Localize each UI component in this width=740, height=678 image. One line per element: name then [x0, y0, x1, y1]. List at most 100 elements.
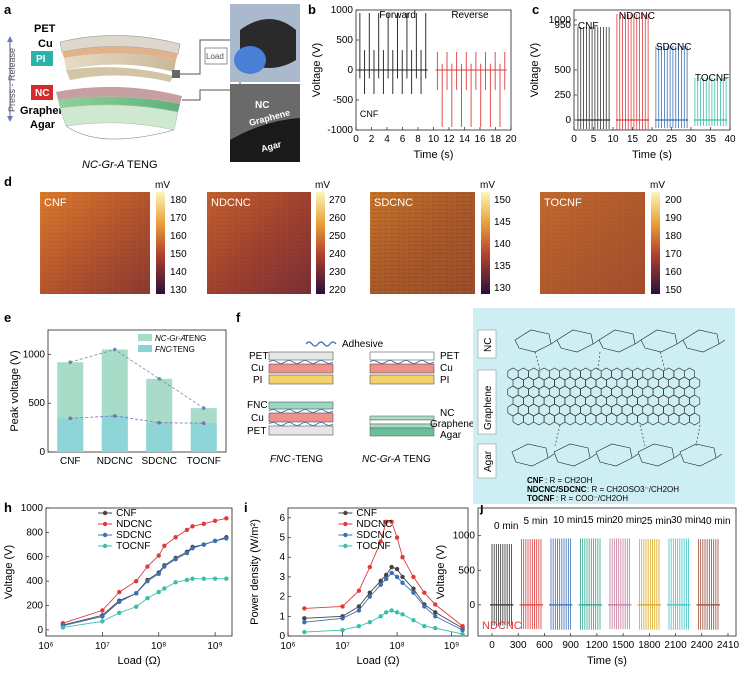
series-cnf-point	[378, 578, 383, 584]
panel-letter-c: c	[532, 2, 539, 17]
device-illustration: Load	[56, 35, 241, 140]
load-label: Load	[206, 52, 224, 61]
tick-cnf-3: 150	[170, 249, 187, 260]
x-tick-label: 10	[428, 134, 440, 145]
y-tick-label: 0	[469, 600, 475, 611]
chart-i: Load (Ω) Power density (W/m²) 10⁶ 10⁷ 10⁸ 10⁹…	[249, 507, 469, 667]
series-sdcnc-point	[173, 557, 178, 562]
trend-ncgra-point	[201, 406, 206, 410]
x-tick-label: 0	[489, 640, 495, 651]
x-axis-label: Time (s)	[632, 149, 672, 161]
plot-frame	[45, 507, 233, 637]
series-sdcnc-point	[367, 594, 373, 599]
series-tocnf-point	[201, 576, 207, 581]
series-ndcnc-point	[173, 535, 178, 540]
x-axis-label: Load (Ω)	[356, 655, 399, 667]
tick-tocnf-1: 190	[665, 213, 682, 224]
unit-tocnf: mV	[650, 180, 665, 191]
x-tick-label: 1200	[586, 640, 609, 651]
x-tick-label: 0	[353, 134, 359, 145]
chart-e: Peak voltage (V) 1000 500 0 CNF NDCNC SDCNC TOC…	[9, 329, 227, 467]
y-tick-label: 250	[554, 90, 571, 101]
annotation-reverse: Reverse	[451, 10, 489, 21]
chart-c: Time (s) Voltage (V) 0 5 10 15 20 25 30 35 40 10009…	[529, 9, 736, 161]
tick-sdcnc-0: 150	[494, 195, 511, 206]
x-tick-label: 2410	[717, 640, 740, 651]
legend-marker-sdcnc	[102, 532, 108, 538]
tick-ndcnc-1: 260	[329, 213, 346, 224]
panel-letter-i: i	[244, 500, 248, 515]
series-tocnf-point	[156, 589, 161, 595]
tick-tocnf-4: 160	[665, 267, 682, 278]
pi-swatch	[31, 51, 53, 66]
label-agar: Agar	[30, 119, 56, 131]
series-sdcnc-point	[356, 608, 362, 613]
x-axis-label: Load (Ω)	[117, 655, 160, 667]
group-label-40-min: 40 min	[701, 516, 731, 527]
series-tocnf-point	[117, 610, 122, 616]
caption-f-left-rest: -TENG	[292, 454, 323, 465]
series-ndcnc-point	[162, 543, 167, 548]
hydrogen-bond	[695, 424, 701, 447]
y-tick-label: 3	[279, 572, 285, 583]
legend-swatch-fnc	[138, 345, 152, 352]
y-tick-label: 950	[554, 20, 571, 31]
group-20-min	[608, 538, 632, 630]
agar-bond	[589, 453, 597, 459]
agar-bond	[631, 453, 639, 459]
legend-label-cnf: CNF	[356, 508, 377, 519]
x-tick-label: 8	[415, 134, 421, 145]
series-cnf-point	[389, 564, 394, 570]
stack4-agar: Agar	[440, 430, 462, 441]
series-ndcnc-point	[394, 535, 400, 540]
press-release-label: Press - Release	[7, 48, 17, 112]
series-ndcnc-point	[400, 555, 405, 560]
caption-a-rest: TENG	[127, 159, 158, 171]
x-tick-label: 600	[536, 640, 553, 651]
trend-fnc	[70, 415, 204, 424]
stack-2: FNC Cu PET	[247, 400, 334, 437]
series-tocnf-point	[389, 608, 394, 613]
chart-j: Time (s) Voltage (V) 1000 500 0 0 300 600 900 120…	[435, 507, 740, 667]
y-tick-label: 1000	[549, 15, 572, 26]
legend-g-cnf-rest: : R = CH2OH	[545, 476, 593, 485]
stack-4: NC Graphene Agar	[369, 408, 475, 441]
series-sdcnc-point	[156, 571, 161, 577]
legend-label-sdcnc: SDCNC	[116, 530, 152, 541]
series-cnf-point	[356, 604, 362, 609]
series-ndcnc-point	[367, 564, 373, 570]
hydrogen-bond	[659, 351, 666, 371]
adhesive-icon	[305, 341, 337, 347]
series-ndcnc-point	[422, 590, 427, 595]
unit-sdcnc: mV	[480, 180, 495, 191]
hydrogen-bond	[639, 424, 646, 447]
stack2-fnc: FNC	[247, 400, 268, 411]
panel-f-stacks: Adhesive PET Cu PI PET Cu PI	[247, 339, 475, 465]
x-tick-label: 25	[666, 134, 678, 145]
stack4-graphene: Graphene	[430, 419, 475, 430]
x-tick-label: 18	[490, 134, 502, 145]
label-pi: PI	[36, 54, 46, 65]
series-cnf-point	[367, 590, 373, 595]
y-axis-label: Peak voltage (V)	[9, 350, 21, 431]
group-label-30-min: 30 min	[671, 515, 701, 526]
stack1-pi: PI	[253, 375, 262, 386]
g-side-nc: NC	[483, 338, 494, 352]
trend-ncgra-point	[157, 377, 162, 381]
legend-label-ndcnc: NDCNC	[356, 519, 392, 530]
tick-ndcnc-0: 270	[329, 195, 346, 206]
x-tick-label: 2100	[664, 640, 687, 651]
series-cnf-point	[302, 616, 307, 621]
y-tick-label: 1000	[453, 531, 476, 542]
series-sdcnc-point	[162, 564, 167, 569]
group-label-10-min: 10 min	[553, 515, 583, 526]
series-ndcnc	[615, 14, 650, 130]
tick-tocnf-3: 170	[665, 249, 682, 260]
structure-background	[473, 308, 735, 504]
y-tick-label: 500	[336, 35, 353, 46]
x-tick-label: CNF	[60, 456, 81, 467]
legend-marker-cnf	[102, 510, 108, 516]
load-box	[204, 47, 228, 65]
y-tick-label: 800	[26, 527, 43, 538]
label-cu: Cu	[38, 38, 53, 50]
